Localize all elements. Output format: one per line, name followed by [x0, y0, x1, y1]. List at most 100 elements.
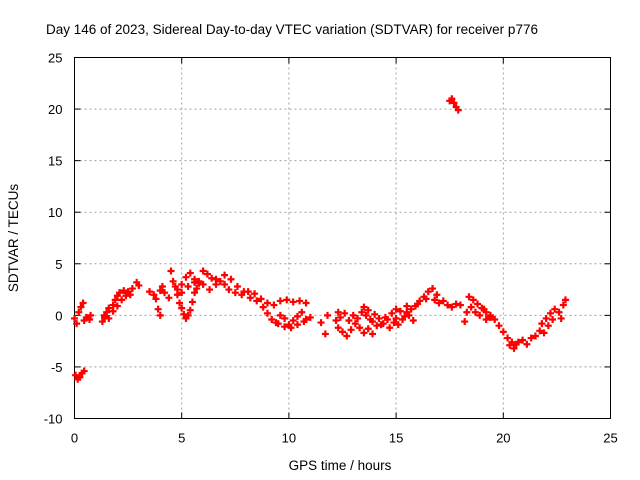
- data-point: [253, 297, 261, 305]
- data-point: [336, 313, 344, 321]
- data-point: [225, 286, 233, 294]
- data-point: [135, 281, 143, 289]
- data-point: [111, 296, 119, 304]
- data-point: [263, 299, 271, 307]
- data-point: [414, 300, 422, 308]
- data-point: [274, 320, 282, 328]
- y-axis-label: SDTVAR / TECUs: [6, 184, 21, 293]
- y-tick-label: 5: [55, 257, 62, 272]
- grid-lines: [74, 57, 611, 419]
- data-point: [128, 285, 136, 293]
- data-point: [206, 286, 214, 294]
- data-point: [154, 305, 162, 313]
- data-point: [158, 282, 166, 290]
- data-point: [381, 313, 389, 321]
- data-point: [347, 326, 355, 334]
- data-point: [184, 311, 192, 319]
- data-point: [407, 305, 415, 313]
- data-point: [358, 308, 366, 316]
- x-tick-label: 25: [603, 431, 617, 446]
- data-point: [212, 275, 220, 283]
- data-point: [203, 270, 211, 278]
- data-point: [491, 315, 499, 323]
- y-tick-label: -10: [44, 412, 63, 427]
- data-point: [109, 307, 117, 315]
- data-point: [165, 294, 173, 302]
- data-point: [448, 303, 456, 311]
- data-point: [317, 319, 325, 327]
- data-point: [482, 308, 490, 316]
- data-point: [561, 296, 569, 304]
- data-point: [557, 314, 565, 322]
- x-tick-label: 15: [389, 431, 403, 446]
- data-point: [495, 322, 503, 330]
- data-point: [486, 311, 494, 319]
- data-point: [429, 285, 437, 293]
- data-point: [146, 288, 154, 296]
- data-point: [251, 290, 259, 298]
- data-point: [283, 296, 291, 304]
- data-point: [531, 332, 539, 340]
- data-point: [392, 314, 400, 322]
- data-point: [105, 304, 113, 312]
- data-point: [178, 304, 186, 312]
- data-point: [362, 311, 370, 319]
- data-point: [76, 373, 84, 381]
- data-point: [386, 324, 394, 332]
- data-point: [399, 315, 407, 323]
- data-point: [287, 324, 295, 332]
- data-point: [463, 308, 471, 316]
- data-point: [233, 282, 241, 290]
- data-point: [349, 311, 357, 319]
- data-point: [504, 334, 512, 342]
- data-point: [259, 303, 267, 311]
- data-point: [300, 318, 308, 326]
- data-point: [343, 332, 351, 340]
- plot-frame: [74, 57, 611, 419]
- data-point: [403, 308, 411, 316]
- data-point: [71, 314, 78, 322]
- data-point: [263, 309, 271, 317]
- data-point: [354, 314, 362, 322]
- data-point: [510, 344, 518, 352]
- data-point: [536, 327, 544, 335]
- x-axis-label: GPS time / hours: [289, 458, 392, 473]
- data-point: [364, 306, 372, 314]
- data-point: [289, 317, 297, 325]
- y-tick-label: -5: [51, 360, 63, 375]
- data-point: [302, 299, 310, 307]
- data-point: [80, 367, 88, 375]
- y-tick-label: 20: [48, 102, 62, 117]
- data-point: [79, 299, 87, 307]
- data-point: [527, 334, 535, 342]
- data-point: [169, 277, 177, 285]
- data-point: [150, 291, 158, 299]
- data-point: [276, 311, 284, 319]
- data-point: [199, 280, 207, 288]
- y-tick-label: 25: [48, 51, 62, 66]
- data-point: [456, 301, 464, 309]
- data-point: [188, 298, 196, 306]
- data-point: [227, 275, 235, 283]
- data-point: [339, 328, 346, 336]
- data-point: [173, 286, 181, 294]
- y-tick-label: 0: [55, 308, 62, 323]
- data-point: [403, 302, 411, 310]
- data-point: [276, 297, 284, 305]
- data-point: [544, 322, 552, 330]
- data-point: [289, 298, 297, 306]
- x-tick-label: 0: [71, 431, 78, 446]
- data-point: [231, 289, 239, 297]
- data-point: [191, 278, 199, 286]
- data-point: [369, 330, 377, 338]
- data-point: [113, 302, 121, 310]
- data-point: [341, 309, 349, 317]
- data-point: [465, 293, 473, 301]
- data-point: [546, 309, 554, 317]
- data-point: [519, 336, 527, 344]
- data-point: [178, 289, 186, 297]
- data-point: [364, 325, 372, 333]
- data-point: [422, 295, 430, 303]
- data-point: [332, 317, 340, 325]
- data-point: [178, 280, 186, 288]
